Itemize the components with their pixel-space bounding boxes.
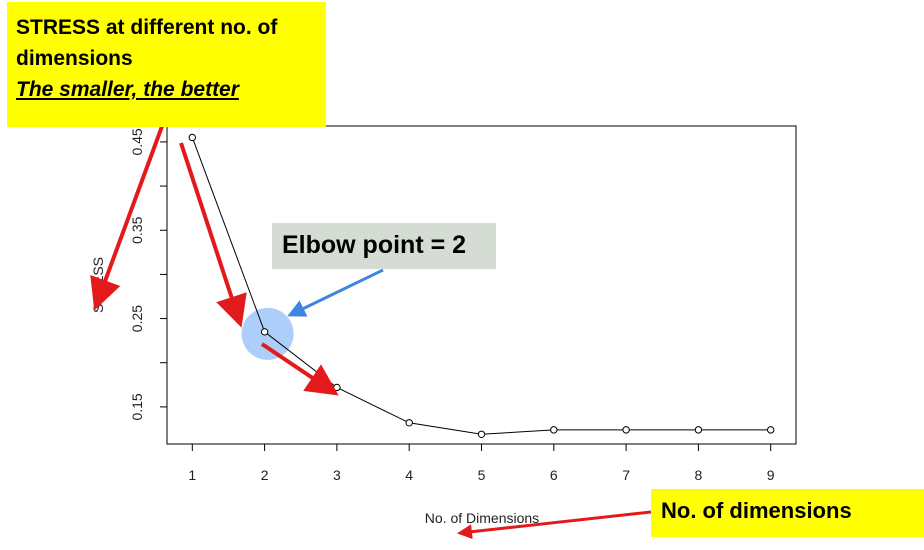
x-tick-label: 7: [622, 467, 630, 483]
elbow-point-label: Elbow point = 2: [272, 223, 496, 269]
data-point: [550, 426, 558, 434]
x-tick-label: 9: [767, 467, 775, 483]
data-point: [260, 328, 269, 336]
arrow-to-x-axis: [457, 510, 652, 540]
x-axis-title: No. of Dimensions: [425, 510, 539, 526]
arrow-drop-1-2: [179, 142, 247, 328]
data-point: [766, 426, 775, 434]
x-axis-note: No. of dimensions: [651, 489, 924, 537]
plot-frame: [166, 125, 797, 445]
x-tick-label: 5: [478, 467, 486, 483]
x-tick-label: 6: [550, 467, 558, 483]
x-tick-label: 8: [694, 467, 702, 483]
data-point: [333, 383, 341, 392]
data-point: [622, 426, 630, 434]
arrow-to-elbow: [287, 268, 384, 317]
title-note: STRESS at different no. of dimensions Th…: [7, 2, 326, 127]
y-tick-label: 0.35: [129, 216, 145, 243]
subtitle: The smaller, the better: [16, 78, 239, 101]
y-tick-label: 0.25: [129, 305, 145, 332]
x-tick-label: 3: [333, 467, 341, 483]
arrow-to-y-axis: [90, 109, 170, 311]
data-point: [477, 430, 486, 438]
y-tick-label: 0.15: [129, 393, 145, 420]
title-line-1: STRESS at different no. of: [16, 16, 278, 39]
data-point: [405, 419, 413, 427]
x-tick-label: 2: [261, 467, 269, 483]
x-tick-label: 1: [188, 467, 196, 483]
x-tick-label: 4: [405, 467, 413, 483]
title-line-2: dimensions: [16, 47, 133, 70]
stress-series-line: [191, 137, 771, 435]
data-point: [188, 133, 197, 142]
y-tick-label: 0.45: [129, 128, 145, 155]
data-point: [694, 426, 703, 434]
arrow-drop-2-3: [260, 342, 339, 396]
